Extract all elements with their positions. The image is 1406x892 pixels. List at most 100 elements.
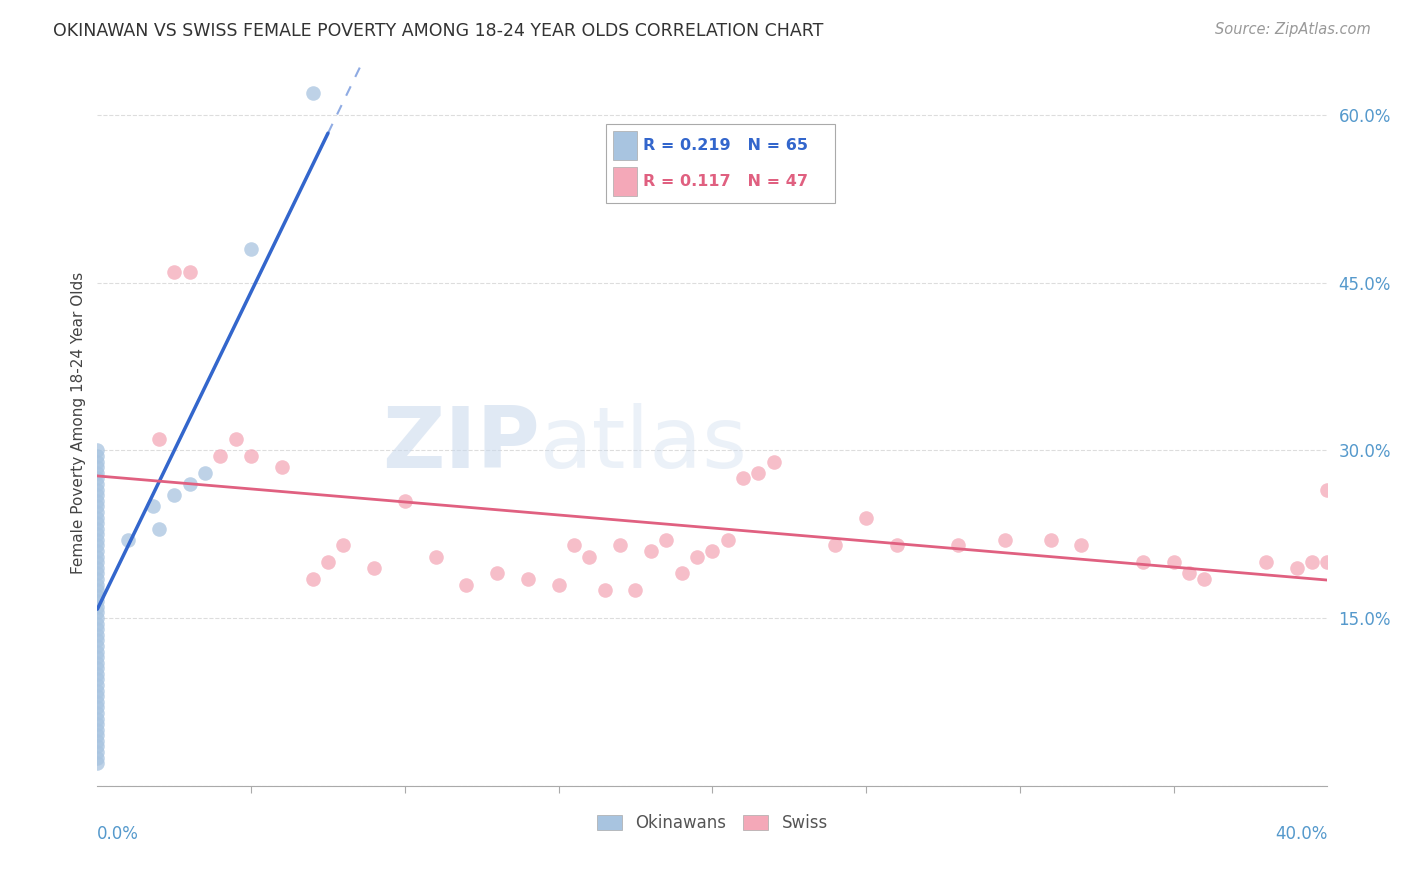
Point	[86, 583, 108, 598]
Point	[86, 566, 108, 581]
Point	[86, 443, 108, 458]
Point	[86, 533, 108, 547]
Point	[948, 538, 970, 552]
Text: Source: ZipAtlas.com: Source: ZipAtlas.com	[1215, 22, 1371, 37]
Point	[117, 533, 139, 547]
Point	[86, 510, 108, 524]
Point	[86, 689, 108, 703]
Point	[86, 673, 108, 687]
Point	[86, 616, 108, 631]
Point	[86, 460, 108, 475]
Point	[1301, 555, 1323, 569]
Point	[316, 555, 339, 569]
Point	[578, 549, 600, 564]
Point	[717, 533, 740, 547]
Text: OKINAWAN VS SWISS FEMALE POVERTY AMONG 18-24 YEAR OLDS CORRELATION CHART: OKINAWAN VS SWISS FEMALE POVERTY AMONG 1…	[53, 22, 824, 40]
Point	[86, 555, 108, 569]
Point	[762, 455, 785, 469]
Point	[86, 516, 108, 530]
Point	[86, 656, 108, 670]
Point	[86, 728, 108, 742]
Point	[547, 577, 569, 591]
Point	[1039, 533, 1062, 547]
Point	[86, 572, 108, 586]
Point	[486, 566, 509, 581]
Text: atlas: atlas	[540, 403, 748, 486]
Text: 40.0%: 40.0%	[1275, 825, 1327, 844]
Point	[686, 549, 709, 564]
Point	[824, 538, 846, 552]
Point	[86, 683, 108, 698]
Y-axis label: Female Poverty Among 18-24 Year Olds: Female Poverty Among 18-24 Year Olds	[72, 271, 86, 574]
Point	[1070, 538, 1092, 552]
Point	[624, 583, 647, 598]
Point	[86, 666, 108, 681]
Point	[86, 589, 108, 603]
Point	[86, 522, 108, 536]
Text: ZIP: ZIP	[382, 403, 540, 486]
Point	[1254, 555, 1277, 569]
Point	[993, 533, 1015, 547]
Point	[609, 538, 631, 552]
Point	[194, 466, 217, 480]
Point	[1132, 555, 1154, 569]
Point	[86, 477, 108, 491]
Point	[86, 644, 108, 658]
Point	[516, 572, 538, 586]
Point	[86, 756, 108, 771]
Point	[86, 527, 108, 541]
Point	[148, 522, 170, 536]
Point	[456, 577, 478, 591]
Point	[394, 493, 416, 508]
Point	[86, 723, 108, 737]
Point	[86, 706, 108, 720]
Point	[86, 471, 108, 485]
Point	[733, 471, 755, 485]
Point	[163, 265, 186, 279]
Point	[86, 745, 108, 759]
Point	[142, 500, 165, 514]
Point	[86, 661, 108, 675]
Point	[86, 488, 108, 502]
Point	[86, 628, 108, 642]
Point	[86, 622, 108, 636]
Point	[86, 493, 108, 508]
Point	[747, 466, 769, 480]
Point	[86, 500, 108, 514]
Point	[301, 572, 323, 586]
Text: R = 0.117   N = 47: R = 0.117 N = 47	[643, 174, 808, 189]
Point	[148, 433, 170, 447]
Point	[86, 594, 108, 608]
Point	[86, 639, 108, 653]
Point	[86, 561, 108, 575]
Point	[1316, 483, 1339, 497]
Point	[86, 549, 108, 564]
Point	[86, 750, 108, 764]
Point	[1316, 555, 1339, 569]
Text: 0.0%: 0.0%	[97, 825, 139, 844]
Point	[671, 566, 693, 581]
Point	[1163, 555, 1185, 569]
Point	[855, 510, 877, 524]
Point	[301, 86, 323, 100]
Point	[86, 577, 108, 591]
Point	[640, 544, 662, 558]
Point	[86, 538, 108, 552]
Point	[425, 549, 447, 564]
Point	[179, 265, 201, 279]
Point	[86, 650, 108, 665]
Point	[593, 583, 616, 598]
Point	[225, 433, 247, 447]
Point	[86, 717, 108, 731]
Point	[655, 533, 678, 547]
Point	[270, 460, 292, 475]
Point	[86, 599, 108, 614]
Point	[209, 449, 232, 463]
Point	[86, 449, 108, 463]
Point	[86, 712, 108, 726]
Point	[886, 538, 908, 552]
Point	[86, 606, 108, 620]
Point	[240, 449, 263, 463]
Point	[1178, 566, 1201, 581]
Text: R = 0.219   N = 65: R = 0.219 N = 65	[643, 138, 808, 153]
